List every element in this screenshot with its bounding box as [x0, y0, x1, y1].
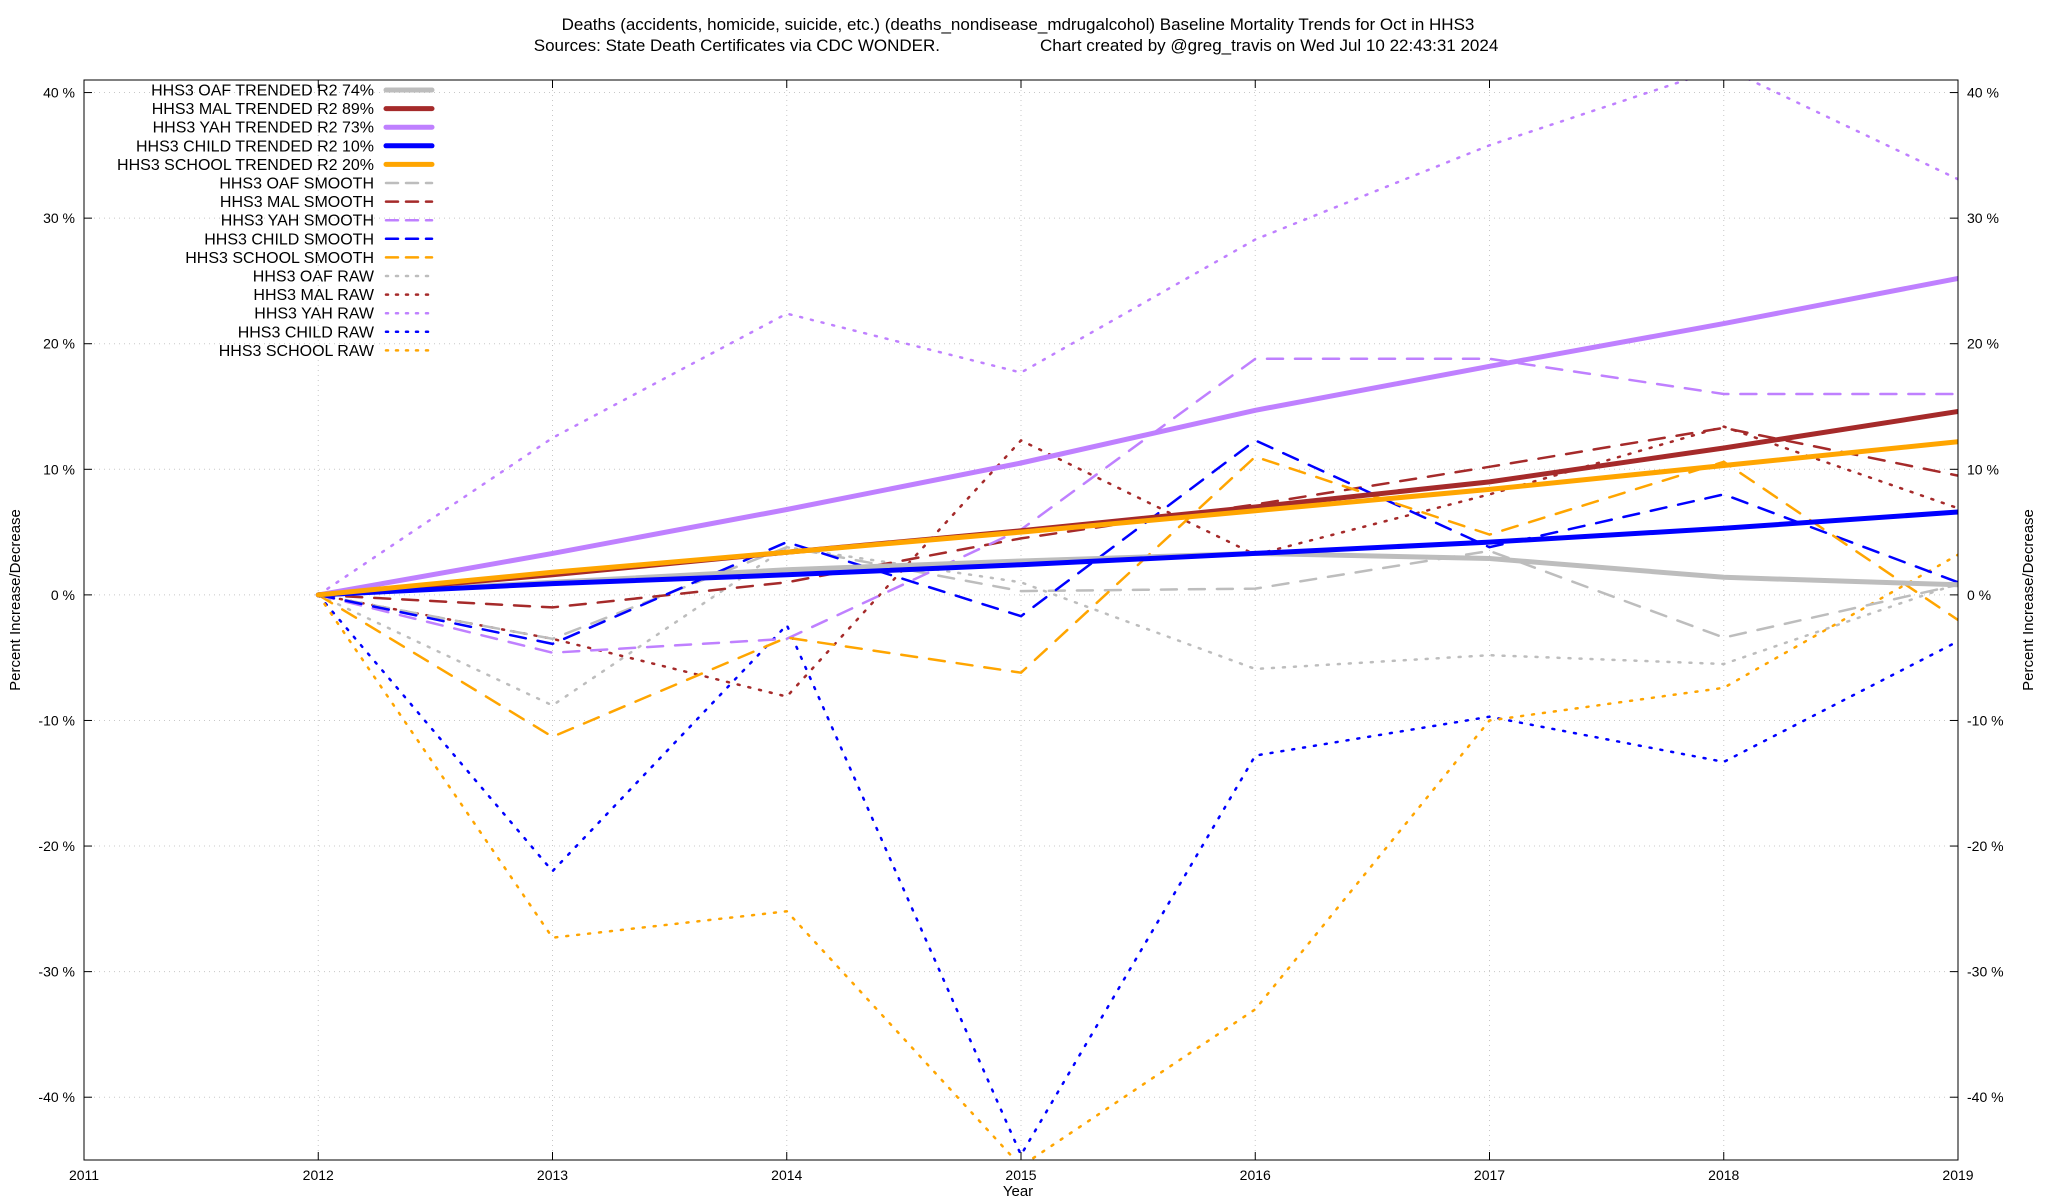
series-line-7: [317, 357, 1958, 654]
y-tick-label-right: 30 %: [1967, 210, 1999, 226]
x-tick-label: 2013: [537, 1167, 568, 1183]
legend-entry-label: HHS3 YAH TRENDED R2 73%: [153, 120, 374, 137]
series-line-9: [317, 455, 1958, 739]
y-tick-label-left: 30 %: [43, 210, 75, 226]
y-axis-title-left: Percent Increase/Decrease: [7, 509, 24, 691]
x-tick-label: 2014: [771, 1167, 802, 1183]
y-tick-label-left: 10 %: [43, 461, 75, 477]
legend-entry-label: HHS3 SCHOOL SMOOTH: [185, 250, 374, 267]
legend-entry-label: HHS3 OAF TRENDED R2 74%: [151, 83, 374, 100]
series-line-3: [315, 509, 1958, 598]
axis-ticks: 2011 2012 2013 2014 2015 2016 2017 2018 2019 -40 …: [38, 80, 2004, 1183]
x-tick-label: 2016: [1240, 1167, 1271, 1183]
y-tick-label-left: 20 %: [43, 336, 75, 352]
x-tick-label: 2019: [1942, 1167, 1973, 1183]
legend-entry-label: HHS3 CHILD SMOOTH: [204, 231, 374, 248]
y-tick-label-left: 40 %: [43, 85, 75, 101]
legend-entry-label: HHS3 MAL TRENDED R2 89%: [152, 101, 374, 118]
y-tick-label-left: 0 %: [51, 587, 75, 603]
legend-entry-label: HHS3 YAH SMOOTH: [221, 213, 374, 230]
x-tick-label: 2017: [1474, 1167, 1505, 1183]
x-axis-title: Year: [1003, 1183, 1033, 1200]
legend: HHS3 OAF TRENDED R2 74%HHS3 MAL TRENDED …: [117, 83, 435, 360]
chart-credit-note: Chart created by @greg_travis on Wed Jul…: [1040, 36, 1498, 55]
series-line-8: [317, 439, 1958, 646]
series-line-4: [315, 439, 1958, 598]
y-tick-label-right: 40 %: [1967, 85, 1999, 101]
y-tick-label-left: -20 %: [38, 838, 75, 854]
y-tick-label-left: -40 %: [38, 1089, 75, 1105]
legend-entry-label: HHS3 MAL SMOOTH: [220, 194, 374, 211]
legend-entry-label: HHS3 SCHOOL TRENDED R2 20%: [117, 157, 374, 174]
legend-entry-label: HHS3 CHILD TRENDED R2 10%: [136, 138, 374, 155]
y-tick-label-right: 0 %: [1967, 587, 1991, 603]
legend-entry-label: HHS3 SCHOOL RAW: [219, 343, 375, 360]
series-line-2: [315, 275, 1958, 598]
series-line-11: [317, 425, 1958, 698]
legend-entry-label: HHS3 OAF RAW: [253, 269, 375, 286]
x-tick-label: 2011: [69, 1167, 99, 1183]
legend-entry-label: HHS3 CHILD RAW: [238, 324, 375, 341]
y-tick-label-right: 20 %: [1967, 336, 1999, 352]
legend-entry-label: HHS3 MAL RAW: [253, 287, 375, 304]
x-tick-label: 2018: [1708, 1167, 1739, 1183]
x-tick-label: 2012: [303, 1167, 334, 1183]
series-line-5: [317, 545, 1958, 641]
y-tick-label-left: -10 %: [38, 712, 75, 728]
series-line-12: [317, 80, 1958, 597]
chart-title: Deaths (accidents, homicide, suicide, et…: [562, 15, 1475, 34]
y-tick-label-left: -30 %: [38, 964, 75, 980]
chart-source-note: Sources: State Death Certificates via CD…: [534, 36, 940, 55]
legend-entry-label: HHS3 YAH RAW: [254, 306, 375, 323]
x-tick-label: 2015: [1005, 1167, 1036, 1183]
series-group: [315, 80, 1958, 1160]
y-tick-label-right: -30 %: [1967, 964, 2004, 980]
legend-entry-label: HHS3 OAF SMOOTH: [219, 176, 374, 193]
series-line-14: [317, 553, 1958, 1160]
series-line-10: [317, 545, 1958, 707]
y-tick-label-right: -10 %: [1967, 712, 2004, 728]
y-tick-label-right: -40 %: [1967, 1089, 2004, 1105]
y-tick-label-right: 10 %: [1967, 461, 1999, 477]
series-line-13: [317, 593, 1958, 1157]
y-axis-title-right: Percent Increase/Decrease: [2020, 509, 2037, 691]
y-tick-label-right: -20 %: [1967, 838, 2004, 854]
